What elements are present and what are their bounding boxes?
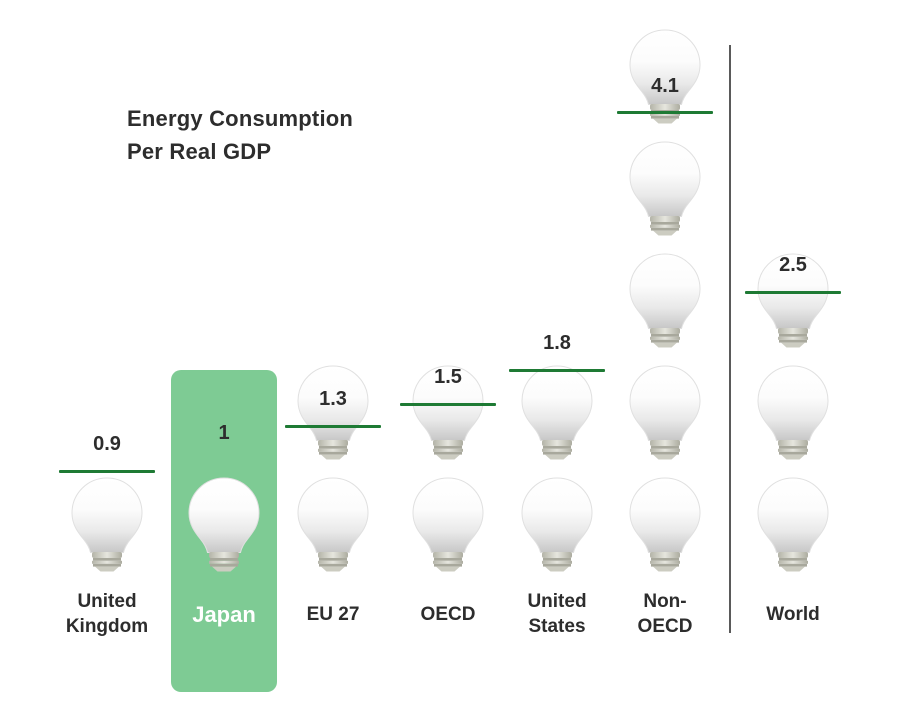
lightbulb-icon xyxy=(518,364,596,460)
lightbulb-icon xyxy=(409,476,487,572)
lightbulb-icon xyxy=(754,476,832,572)
value-label-united-kingdom: 0.9 xyxy=(93,433,121,456)
value-marker-line-eu-27 xyxy=(285,424,381,428)
lightbulb-icon xyxy=(626,140,704,236)
chart-title-line1: Energy Consumption xyxy=(127,106,354,131)
divider-line xyxy=(729,45,731,633)
lightbulb-icon xyxy=(754,364,832,460)
value-marker-line-united-states xyxy=(509,368,605,372)
value-label-united-states: 1.8 xyxy=(543,332,571,355)
category-label-non-oecd: Non-OECD xyxy=(637,591,693,637)
lightbulb-icon xyxy=(626,364,704,460)
value-marker-line-oecd xyxy=(400,402,496,406)
chart-title-line2: Per Real GDP xyxy=(127,139,272,164)
value-label-japan: 1 xyxy=(218,422,230,444)
lightbulb-icon xyxy=(518,476,596,572)
chart-title: Energy Consumption Per Real GDP xyxy=(127,102,353,168)
value-marker-line-united-kingdom xyxy=(59,469,155,473)
category-label-eu-27: EU 27 xyxy=(306,603,360,625)
lightbulb-icon xyxy=(294,476,372,572)
lightbulb-icon xyxy=(626,252,704,348)
lightbulb-icon xyxy=(185,476,263,572)
category-label-united-kingdom: United Kingdom xyxy=(65,591,149,637)
lightbulb-icon xyxy=(68,476,146,572)
category-label-united-states: United States xyxy=(527,591,587,637)
lightbulb-icon xyxy=(626,476,704,572)
value-marker-line-world xyxy=(745,290,841,294)
lightbulb-icon xyxy=(294,364,372,460)
value-label-eu-27: 1.3 xyxy=(319,388,347,411)
category-label-japan: Japan xyxy=(192,601,256,627)
value-label-oecd: 1.5 xyxy=(434,366,462,388)
category-label-world: World xyxy=(766,603,820,625)
value-marker-line-non-oecd xyxy=(617,111,713,115)
category-label-oecd: OECD xyxy=(420,603,476,625)
value-label-non-oecd: 4.1 xyxy=(651,74,679,97)
value-label-world: 2.5 xyxy=(779,254,807,276)
